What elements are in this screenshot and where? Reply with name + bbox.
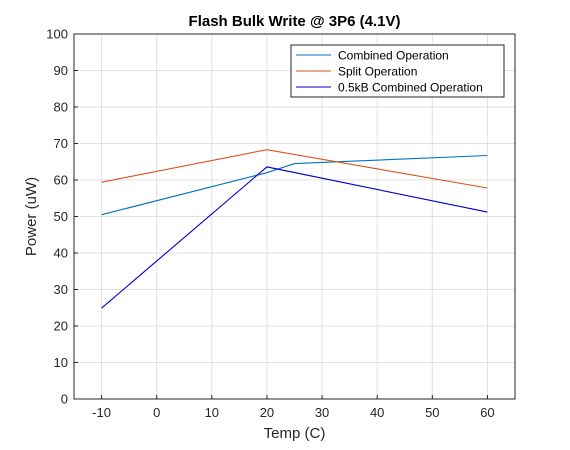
y-tick-label: 40: [54, 246, 68, 261]
y-tick-label: 30: [54, 282, 68, 297]
x-tick-label: 60: [480, 405, 494, 420]
x-tick-label: 10: [205, 405, 219, 420]
y-tick-label: 0: [61, 392, 68, 407]
series-line-1: [101, 154, 488, 216]
legend-label: 0.5kB Combined Operation: [338, 81, 483, 95]
y-axis-label: Power (uW): [23, 177, 40, 256]
series-line-3: [101, 166, 488, 309]
y-ticks: 0 10 20 30 40 50 60 70 80 90 100: [46, 27, 78, 407]
y-tick-label: 70: [54, 136, 68, 151]
y-tick-label: 90: [54, 63, 68, 78]
x-ticks: -10 0 10 20 30 40 50 60: [92, 395, 495, 420]
series-line-2: [101, 149, 488, 189]
y-tick-label: 20: [54, 319, 68, 334]
x-axis-label: Temp (C): [264, 425, 326, 442]
x-tick-label: 40: [370, 405, 384, 420]
legend-label: Combined Operation: [338, 49, 449, 63]
y-tick-label: 50: [54, 209, 68, 224]
x-tick-label: 30: [315, 405, 329, 420]
x-tick-label: 0: [153, 405, 160, 420]
x-tick-label: -10: [92, 405, 111, 420]
y-tick-label: 80: [54, 100, 68, 115]
x-tick-label: 50: [425, 405, 439, 420]
y-tick-label: 100: [46, 27, 68, 42]
y-tick-label: 60: [54, 173, 68, 188]
series-lines: [101, 149, 488, 309]
legend: Combined Operation Split Operation 0.5kB C…: [290, 44, 505, 98]
legend-label: Split Operation: [338, 65, 417, 79]
x-tick-label: 20: [260, 405, 274, 420]
chart-title: Flash Bulk Write @ 3P6 (4.1V): [189, 13, 401, 30]
y-tick-label: 10: [54, 355, 68, 370]
